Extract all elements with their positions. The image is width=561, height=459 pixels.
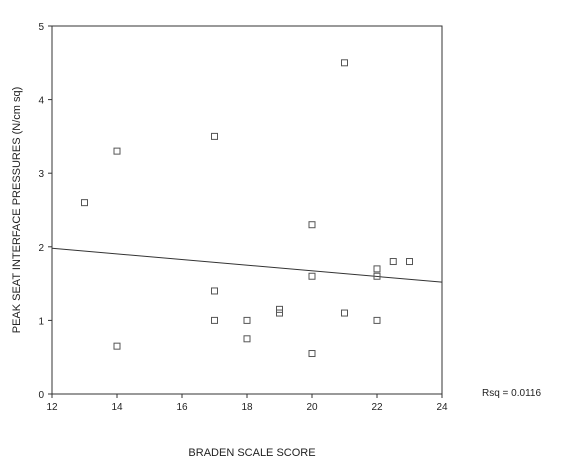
x-tick-label: 24: [436, 402, 448, 413]
data-point: [276, 305, 283, 313]
data-point: [389, 258, 397, 266]
rsq-annotation: Rsq = 0.0116: [482, 388, 541, 399]
x-tick-label: 16: [176, 402, 188, 413]
y-tick-label: 1: [38, 316, 44, 327]
regression-line: [51, 247, 443, 283]
x-tick-label: 22: [371, 402, 383, 413]
data-point: [211, 316, 218, 324]
x-axis-ticks: 12 14 16 18 20 22 24: [46, 394, 448, 413]
data-point: [211, 287, 218, 295]
data-point: [341, 59, 348, 67]
x-tick-label: 18: [241, 402, 253, 413]
data-point: [373, 265, 381, 273]
y-axis-title: PEAK SEAT INTERFACE PRESSURES (N/cm sq): [11, 87, 23, 334]
x-tick-label: 12: [46, 402, 58, 413]
data-points: [81, 59, 413, 358]
x-tick-label: 14: [111, 402, 123, 413]
y-axis-ticks: 0 1 2 3 4 5: [38, 22, 52, 401]
data-point: [308, 272, 316, 280]
data-point: [243, 316, 251, 324]
data-point: [81, 199, 88, 207]
data-point: [243, 335, 251, 343]
data-point: [113, 342, 121, 350]
data-point: [373, 272, 381, 280]
y-tick-label: 5: [38, 22, 44, 33]
data-point: [373, 316, 381, 324]
data-point: [341, 309, 348, 317]
plot-frame: [51, 25, 443, 395]
y-tick-label: 0: [38, 390, 44, 401]
data-point: [308, 350, 316, 358]
data-point: [113, 147, 121, 155]
y-tick-label: 3: [38, 169, 44, 180]
y-tick-label: 2: [38, 243, 44, 254]
y-tick-label: 4: [38, 96, 44, 107]
data-point: [308, 221, 316, 229]
data-point: [276, 309, 283, 317]
data-point: [406, 258, 413, 266]
x-axis-title: BRADEN SCALE SCORE: [188, 447, 315, 459]
data-point: [211, 132, 218, 140]
x-tick-label: 20: [306, 402, 318, 413]
